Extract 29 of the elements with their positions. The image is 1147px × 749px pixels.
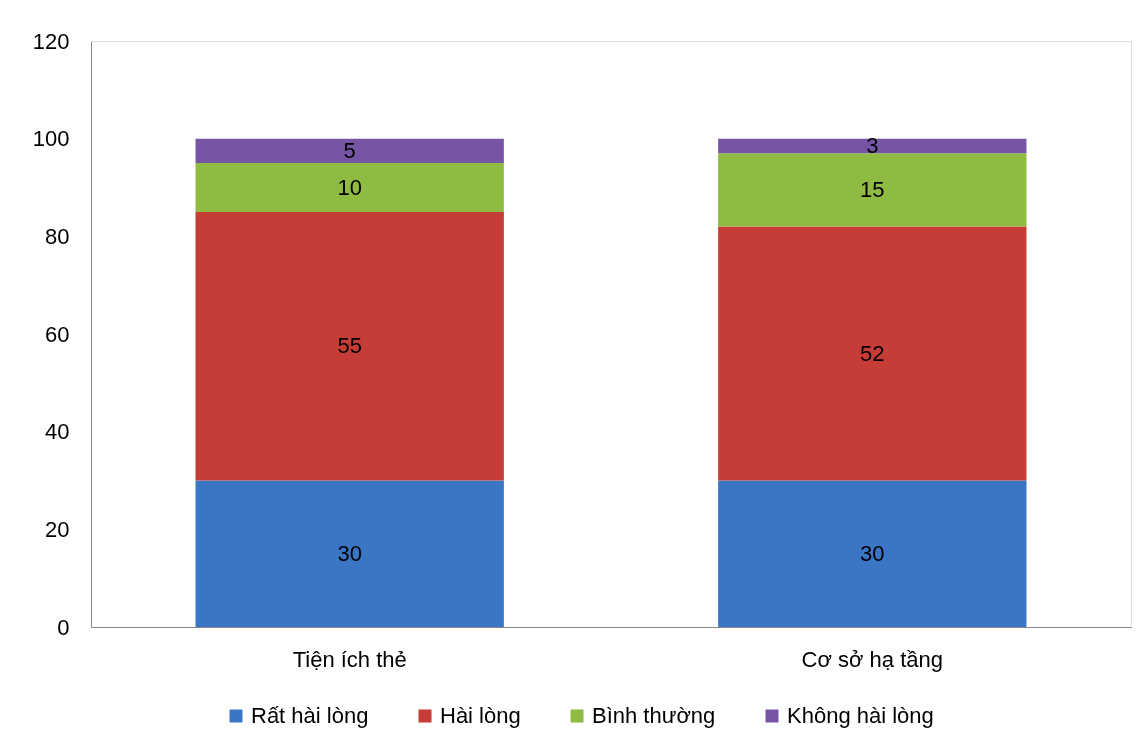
y-tick-label: 0 xyxy=(57,614,70,640)
data-label: 30 xyxy=(860,540,885,566)
y-tick-label: 60 xyxy=(45,321,70,347)
bar xyxy=(195,480,504,627)
bar xyxy=(718,138,1027,154)
bar xyxy=(718,153,1027,227)
data-label: 3 xyxy=(866,132,879,158)
x-tick-label: Tiện ích thẻ xyxy=(292,646,407,672)
legend-label: Bình thường xyxy=(592,703,716,728)
legend-label: Rất hài lòng xyxy=(251,703,369,728)
data-label: 5 xyxy=(343,137,356,163)
bar xyxy=(195,138,504,164)
y-tick-label: 120 xyxy=(32,28,70,54)
data-label: 55 xyxy=(337,333,362,359)
data-label: 30 xyxy=(337,540,362,566)
bar xyxy=(195,211,504,481)
data-label: 10 xyxy=(337,174,362,200)
bar xyxy=(718,480,1027,627)
x-tick-label: Cơ sở hạ tầng xyxy=(801,646,943,672)
bar xyxy=(195,163,504,212)
data-label: 52 xyxy=(860,340,885,366)
data-label: 15 xyxy=(860,176,885,202)
legend-label: Hài lòng xyxy=(440,703,521,728)
y-tick-label: 20 xyxy=(45,516,70,542)
y-tick-label: 40 xyxy=(45,419,70,445)
legend-label: Không hài lòng xyxy=(787,703,934,728)
y-tick-label: 80 xyxy=(45,223,70,249)
bar xyxy=(718,226,1027,481)
y-tick-label: 100 xyxy=(32,126,70,152)
